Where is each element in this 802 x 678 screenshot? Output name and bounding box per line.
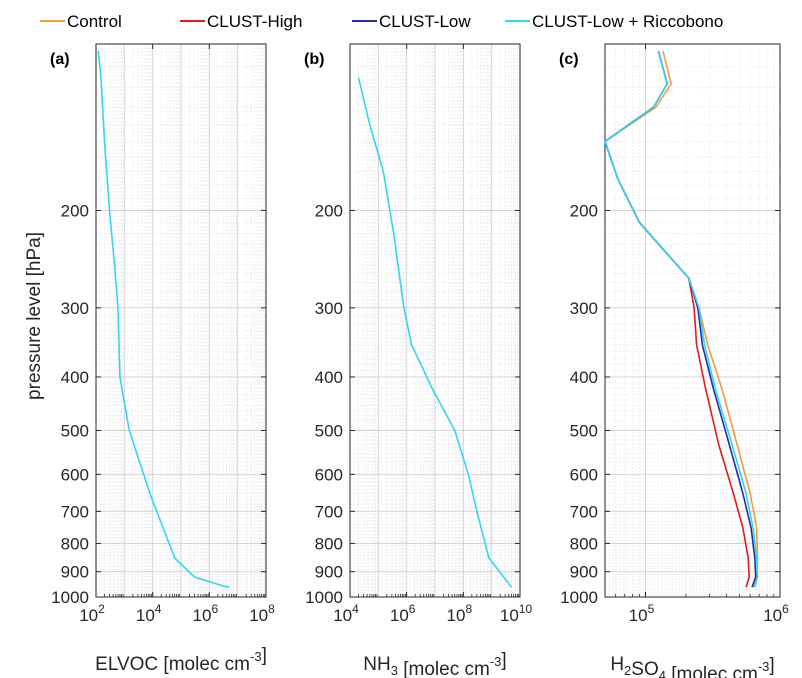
y-tick-label: 1000 xyxy=(305,588,343,607)
y-tick-label: 400 xyxy=(570,368,598,387)
axes-box xyxy=(95,43,267,598)
y-tick-label: 900 xyxy=(315,563,343,582)
series-line xyxy=(97,51,230,588)
y-tick-label: 400 xyxy=(315,368,343,387)
y-tick-label: 600 xyxy=(61,465,89,484)
y-axis-label: pressure level [hPa] xyxy=(24,232,45,400)
y-tick-label: 800 xyxy=(315,534,343,553)
axes-box xyxy=(349,43,521,598)
y-tick-label: 500 xyxy=(61,422,89,441)
series-line xyxy=(604,50,751,588)
legend-label: CLUST-High xyxy=(207,12,302,31)
y-tick-label: 200 xyxy=(315,201,343,220)
y-tick-label: 700 xyxy=(61,502,89,521)
x-tick-label: 104 xyxy=(333,602,359,625)
legend-label: CLUST-Low xyxy=(379,12,471,31)
x-axis-label: ELVOC [molec cm-3] xyxy=(95,645,267,675)
y-tick-label: 700 xyxy=(570,502,598,521)
x-tick-label: 106 xyxy=(390,602,416,625)
y-tick-label: 900 xyxy=(570,563,598,582)
panel-label: (c) xyxy=(559,51,579,68)
y-tick-label: 300 xyxy=(315,299,343,318)
x-tick-label: 106 xyxy=(193,602,219,625)
y-tick-label: 800 xyxy=(570,534,598,553)
series-line xyxy=(357,77,513,588)
x-axis-label: H2SO4 [molec cm-3] xyxy=(610,654,774,678)
x-tick-label: 104 xyxy=(136,602,162,625)
y-tick-label: 600 xyxy=(315,465,343,484)
x-tick-label: 108 xyxy=(249,602,275,625)
x-axis-label: NH3 [molec cm-3] xyxy=(363,650,506,678)
y-tick-label: 300 xyxy=(570,299,598,318)
y-tick-label: 800 xyxy=(61,534,89,553)
y-tick-label: 200 xyxy=(61,201,89,220)
x-tick-label: 108 xyxy=(447,602,473,625)
x-tick-label: 105 xyxy=(629,602,655,625)
y-tick-label: 400 xyxy=(61,368,89,387)
y-tick-label: 1000 xyxy=(51,588,89,607)
panel-c: 200 300 400 500 600 700 800 900 1000 105 106 (c) H2S… xyxy=(559,43,789,678)
grid xyxy=(350,44,520,597)
legend-item: CLUST-Low + Riccobono xyxy=(505,12,723,31)
grid xyxy=(96,44,266,597)
x-tick-label: 106 xyxy=(763,602,789,625)
legend: Control CLUST-High CLUST-Low CLUST-Low + Ri… xyxy=(40,12,723,31)
y-tick-label: 200 xyxy=(570,201,598,220)
series-line xyxy=(604,50,757,588)
y-tick-label: 900 xyxy=(61,563,89,582)
y-tick-label: 1000 xyxy=(560,588,598,607)
panel-label: (a) xyxy=(50,51,70,68)
grid xyxy=(605,44,780,597)
y-tick-label: 500 xyxy=(315,422,343,441)
y-tick-label: 500 xyxy=(570,422,598,441)
y-tick-label: 300 xyxy=(61,299,89,318)
panel-label: (b) xyxy=(304,51,324,68)
x-tick-label: 1010 xyxy=(500,602,533,625)
axes-box xyxy=(604,43,781,598)
legend-item: CLUST-Low xyxy=(352,12,471,31)
legend-label: Control xyxy=(67,12,122,31)
legend-item: CLUST-High xyxy=(180,12,302,31)
series-line xyxy=(604,50,759,588)
series-line xyxy=(604,50,759,588)
legend-label: CLUST-Low + Riccobono xyxy=(532,12,723,31)
x-tick-label: 102 xyxy=(79,602,105,625)
legend-item: Control xyxy=(40,12,122,31)
y-tick-label: 600 xyxy=(570,465,598,484)
y-tick-label: 700 xyxy=(315,502,343,521)
